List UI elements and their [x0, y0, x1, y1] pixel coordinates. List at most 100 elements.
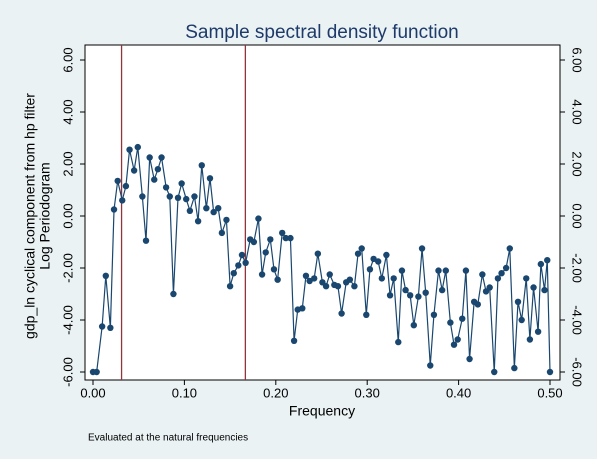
marker — [158, 154, 165, 161]
marker — [122, 182, 130, 190]
marker — [459, 315, 466, 322]
marker — [383, 251, 390, 259]
y2-tick-label: 4.00 — [570, 99, 585, 124]
marker — [267, 236, 274, 243]
marker — [390, 275, 397, 282]
marker — [210, 208, 217, 216]
marker — [226, 283, 234, 290]
y-tick-label: -4.00 — [60, 305, 75, 335]
marker — [351, 283, 358, 290]
marker — [366, 266, 374, 273]
marker — [541, 286, 548, 294]
marker — [502, 264, 510, 272]
marker — [130, 167, 138, 174]
marker — [258, 271, 266, 278]
marker — [255, 215, 262, 222]
x-tick-label: 0.40 — [446, 385, 471, 400]
marker — [474, 301, 481, 308]
marker — [278, 229, 286, 237]
marker — [326, 271, 333, 278]
marker — [274, 276, 281, 283]
marker — [438, 286, 446, 294]
marker — [386, 292, 394, 299]
marker — [430, 311, 438, 318]
marker — [378, 275, 386, 282]
marker — [93, 368, 100, 376]
marker — [290, 337, 298, 344]
marker — [518, 316, 525, 324]
marker — [544, 257, 551, 264]
marker — [406, 292, 414, 299]
marker — [506, 245, 513, 252]
y-tick-label: 2.00 — [60, 151, 75, 176]
marker — [170, 290, 177, 298]
marker — [395, 338, 402, 346]
y2-tick-label: -4.00 — [570, 305, 585, 335]
marker — [191, 193, 198, 200]
marker — [215, 205, 222, 212]
y-tick-label: 6.00 — [60, 47, 75, 72]
note: Evaluated at the natural frequencies — [88, 433, 248, 444]
marker — [546, 368, 554, 376]
marker — [287, 234, 294, 242]
marker — [410, 322, 418, 329]
marker — [223, 216, 230, 224]
x-axis-title: Frequency — [289, 403, 355, 419]
marker — [530, 284, 537, 291]
x-tick-label: 0.30 — [355, 385, 380, 400]
marker — [491, 368, 498, 376]
marker — [194, 218, 202, 225]
marker — [427, 362, 434, 369]
marker — [102, 272, 109, 279]
marker — [398, 267, 406, 274]
marker — [479, 271, 486, 278]
marker — [198, 162, 205, 169]
marker — [270, 266, 278, 273]
marker — [302, 272, 310, 279]
marker — [418, 245, 426, 252]
marker — [346, 276, 354, 283]
marker — [523, 275, 530, 282]
marker — [242, 259, 249, 266]
marker — [262, 249, 269, 256]
marker — [235, 262, 242, 269]
marker — [178, 180, 185, 187]
marker — [498, 270, 505, 277]
marker — [166, 193, 173, 200]
y2-tick-label: 0.00 — [570, 203, 585, 228]
marker — [494, 275, 502, 282]
marker — [402, 286, 409, 294]
y2-tick-label: 2.00 — [570, 151, 585, 176]
x-tick-label: 0.00 — [80, 385, 105, 400]
marker — [119, 197, 126, 204]
x-tick-label: 0.50 — [537, 385, 562, 400]
marker — [450, 341, 458, 348]
marker — [230, 270, 237, 277]
x-tick-label: 0.10 — [172, 385, 197, 400]
y2-tick-label: -6.00 — [570, 357, 585, 387]
marker — [203, 205, 210, 212]
marker — [146, 154, 153, 161]
marker — [334, 283, 342, 290]
marker — [162, 184, 170, 191]
y-tick-label: -2.00 — [60, 253, 75, 283]
marker — [206, 175, 214, 182]
marker — [174, 194, 182, 201]
y-axis-title: gdp_ln cyclical component from hp filter — [22, 93, 38, 339]
marker — [107, 324, 114, 331]
marker — [282, 234, 290, 242]
marker — [447, 319, 454, 326]
marker — [462, 267, 470, 274]
marker — [486, 284, 493, 291]
marker — [534, 328, 542, 335]
y2-tick-label: -2.00 — [570, 253, 585, 283]
marker — [142, 237, 150, 244]
y-tick-label: 0.00 — [60, 203, 75, 228]
marker — [358, 245, 365, 252]
marker — [134, 143, 141, 151]
marker — [374, 258, 382, 265]
y-axis-title: Log Periodogram — [37, 162, 53, 269]
marker — [110, 206, 118, 213]
marker — [514, 298, 522, 305]
